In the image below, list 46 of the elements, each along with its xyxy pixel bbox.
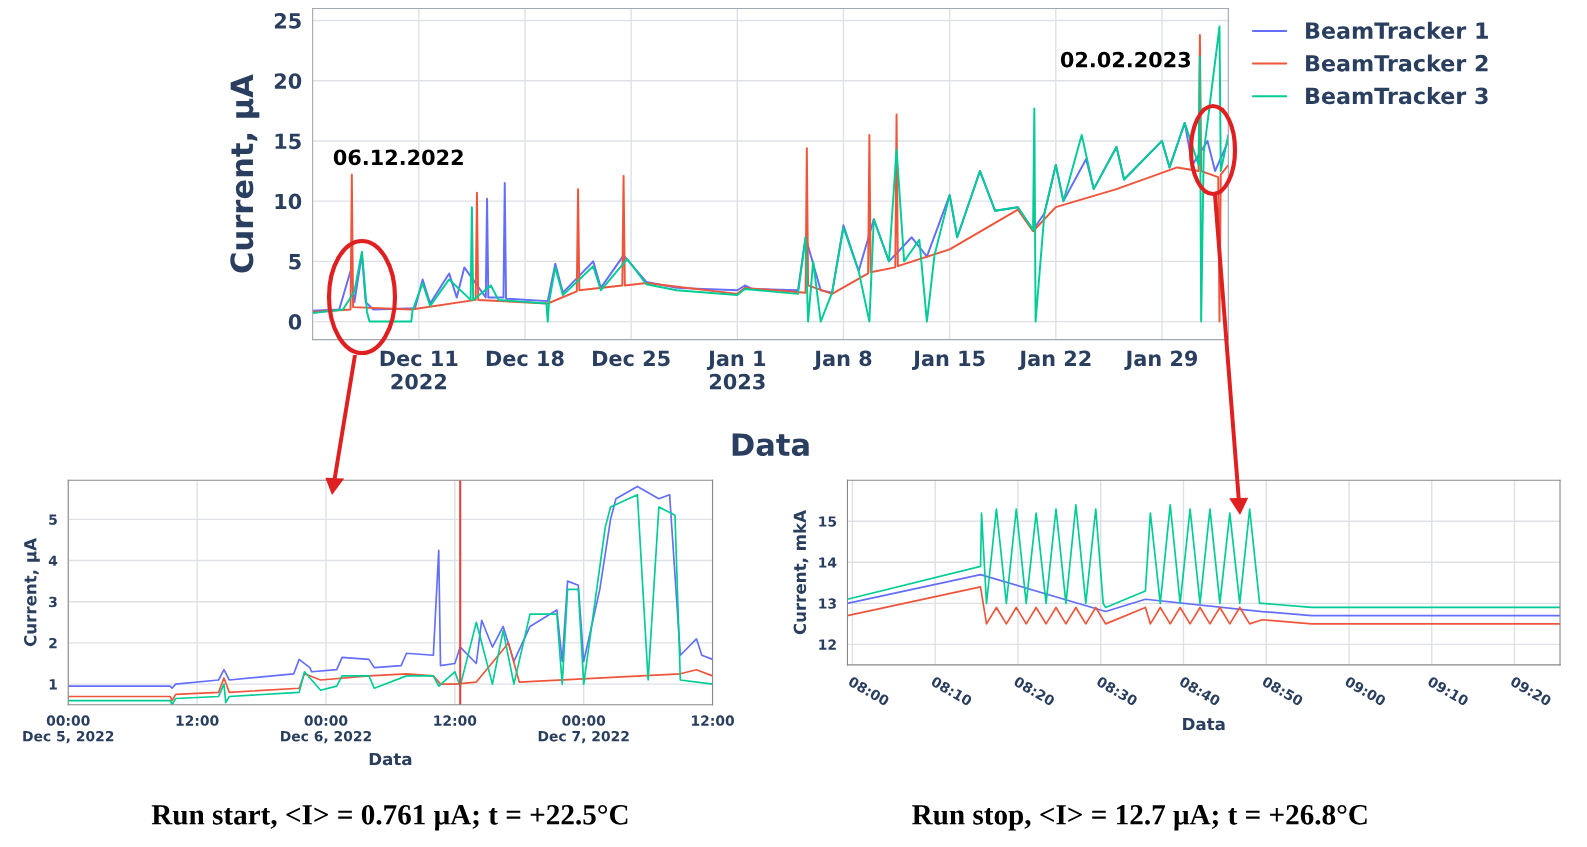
x-tick-label: Jan 29: [1124, 350, 1198, 371]
x-tick-label: 12:00: [434, 715, 477, 726]
y-tick-label: 10: [275, 193, 302, 210]
y-tick-label: 13: [819, 598, 836, 609]
x-tick-label: 12:00: [176, 715, 219, 726]
y-tick-label: 15: [819, 516, 837, 527]
y-tick-label: 4: [48, 555, 58, 566]
y-tick-label: 2: [49, 637, 57, 649]
x-tick-label: Jan 15: [912, 350, 985, 371]
y-tick-label: 15: [275, 133, 301, 150]
line-series: [847, 586, 1561, 625]
x-tick-label: Dec 25: [593, 350, 670, 367]
y-tick-label: 20: [274, 73, 302, 89]
x-axis-title: Data: [732, 433, 809, 457]
y-axis-title: Current, mkA: [793, 510, 809, 635]
line-series: [68, 642, 713, 702]
legend-label: BeamTracker 2: [1306, 54, 1488, 72]
x-tick-label: 00:00 Dec 6, 2022: [281, 715, 371, 744]
y-axis-title: Current, μA: [230, 74, 260, 273]
x-tick-label: Dec 11 2022: [380, 350, 458, 390]
annotation: 06.12.2022: [333, 149, 463, 166]
x-tick-label: 12:00: [692, 715, 734, 726]
text: Run stop, <I> = 12.7 μA; t = +26.8°C: [912, 804, 1367, 831]
x-tick-label: Dec 18: [486, 350, 564, 367]
line-series: [847, 504, 1561, 609]
y-tick-label: 5: [49, 514, 57, 525]
x-tick-label: Jan 1 2023: [706, 350, 766, 390]
y-tick-label: 5: [289, 254, 301, 270]
y-axis-title: Current, μA: [23, 538, 40, 647]
y-tick-label: 3: [49, 596, 57, 608]
x-tick-label: 00:00 Dec 5, 2022: [23, 715, 114, 744]
x-tick-label: Jan 22: [1018, 350, 1091, 371]
y-tick-label: 0: [288, 314, 302, 330]
legend-label: BeamTracker 1: [1306, 21, 1488, 40]
y-tick-label: 14: [819, 557, 837, 568]
y-tick-label: 25: [274, 12, 301, 29]
x-tick-label: 00:00 Dec 7, 2022: [538, 715, 629, 744]
legend-label: BeamTracker 3: [1306, 87, 1488, 105]
x-axis-title: Data: [369, 752, 412, 766]
line-series: [847, 573, 1561, 617]
x-axis-title: Data: [1183, 717, 1225, 731]
text: Run start, <I> = 0.761 μA; t = +22.5°C: [151, 804, 628, 831]
y-tick-label: 1: [49, 679, 57, 690]
annotation: 02.02.2023: [1060, 51, 1191, 68]
y-tick-label: 12: [819, 639, 836, 650]
x-tick-label: Jan 8: [813, 350, 872, 371]
